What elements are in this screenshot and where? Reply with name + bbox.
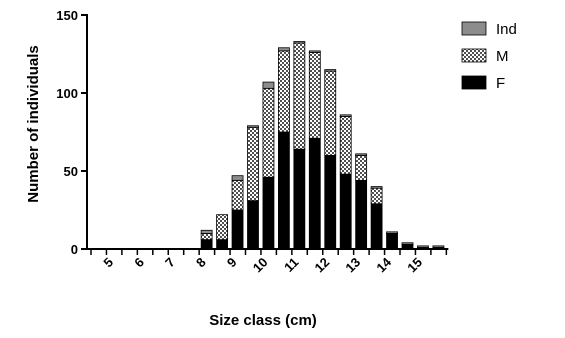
bar-f <box>386 232 398 250</box>
bar-f <box>216 239 229 250</box>
bar-ind <box>308 50 321 53</box>
bar-ind <box>355 153 368 156</box>
bar-ind <box>417 245 429 248</box>
x-tick-label: 15 <box>404 255 425 276</box>
bar-ind <box>262 81 275 89</box>
bar-m <box>324 70 337 156</box>
y-tick-label: 100 <box>56 86 78 101</box>
bar-m <box>355 154 368 181</box>
x-tick-label: 14 <box>373 254 394 275</box>
legend-label-ind: Ind <box>496 21 517 38</box>
bar-f <box>231 209 244 250</box>
x-tick-label: 11 <box>281 255 301 275</box>
x-tick-label: 7 <box>162 255 178 271</box>
bar-f <box>247 200 259 250</box>
bar-m <box>339 116 352 175</box>
legend-swatch-ind <box>461 21 487 36</box>
bar-m <box>262 87 275 178</box>
legend-label-f: F <box>496 75 505 92</box>
bar-f <box>308 137 321 250</box>
legend: Ind MF <box>461 21 517 92</box>
bar-f <box>262 176 275 250</box>
x-tick-label: 12 <box>312 255 333 276</box>
legend-swatch-f <box>461 75 487 90</box>
bar-m <box>293 42 306 150</box>
legend-swatch-m <box>461 48 487 63</box>
bar-ind <box>293 41 306 44</box>
bar-f <box>324 154 337 250</box>
bar-f <box>277 131 290 250</box>
x-tick-label: 13 <box>342 255 363 276</box>
x-tick-label: 10 <box>250 255 271 276</box>
bar-m <box>370 187 383 205</box>
y-tick-label: 50 <box>64 164 78 179</box>
legend-label-m: M <box>496 48 509 65</box>
bar-f <box>293 148 306 250</box>
bar-ind <box>277 47 290 52</box>
x-axis-title: Size class (cm) <box>209 312 317 329</box>
y-axis-title: Number of individuals <box>25 45 42 203</box>
x-tick-label: 5 <box>100 255 116 271</box>
x-tick-label: 8 <box>193 255 209 271</box>
bar-ind <box>200 229 213 234</box>
bar-m <box>231 179 244 211</box>
bar-ind <box>432 245 445 248</box>
bar-ind <box>324 69 337 72</box>
bar-f <box>339 173 352 250</box>
bar-m <box>247 126 259 202</box>
x-tick-label: 9 <box>224 255 240 271</box>
bar-ind <box>231 175 244 181</box>
x-tick-label: 6 <box>131 255 147 271</box>
y-tick-label: 150 <box>56 8 78 23</box>
bar-ind <box>386 231 398 234</box>
bar-ind <box>370 186 383 189</box>
bar-m <box>200 232 213 241</box>
bar-f <box>200 239 213 250</box>
bar-m <box>216 214 229 241</box>
bar-f <box>370 203 383 250</box>
bar-ind <box>247 125 259 128</box>
plot-area: 0 50 100 150 5 6 7 8 9 10 11 12 13 14 15 <box>56 8 449 276</box>
bar-f <box>355 179 368 250</box>
bar-ind <box>339 114 352 117</box>
y-tick-label: 0 <box>71 242 78 257</box>
bar-m <box>277 50 290 133</box>
bar-m <box>308 52 321 139</box>
bar-ind <box>401 242 414 245</box>
